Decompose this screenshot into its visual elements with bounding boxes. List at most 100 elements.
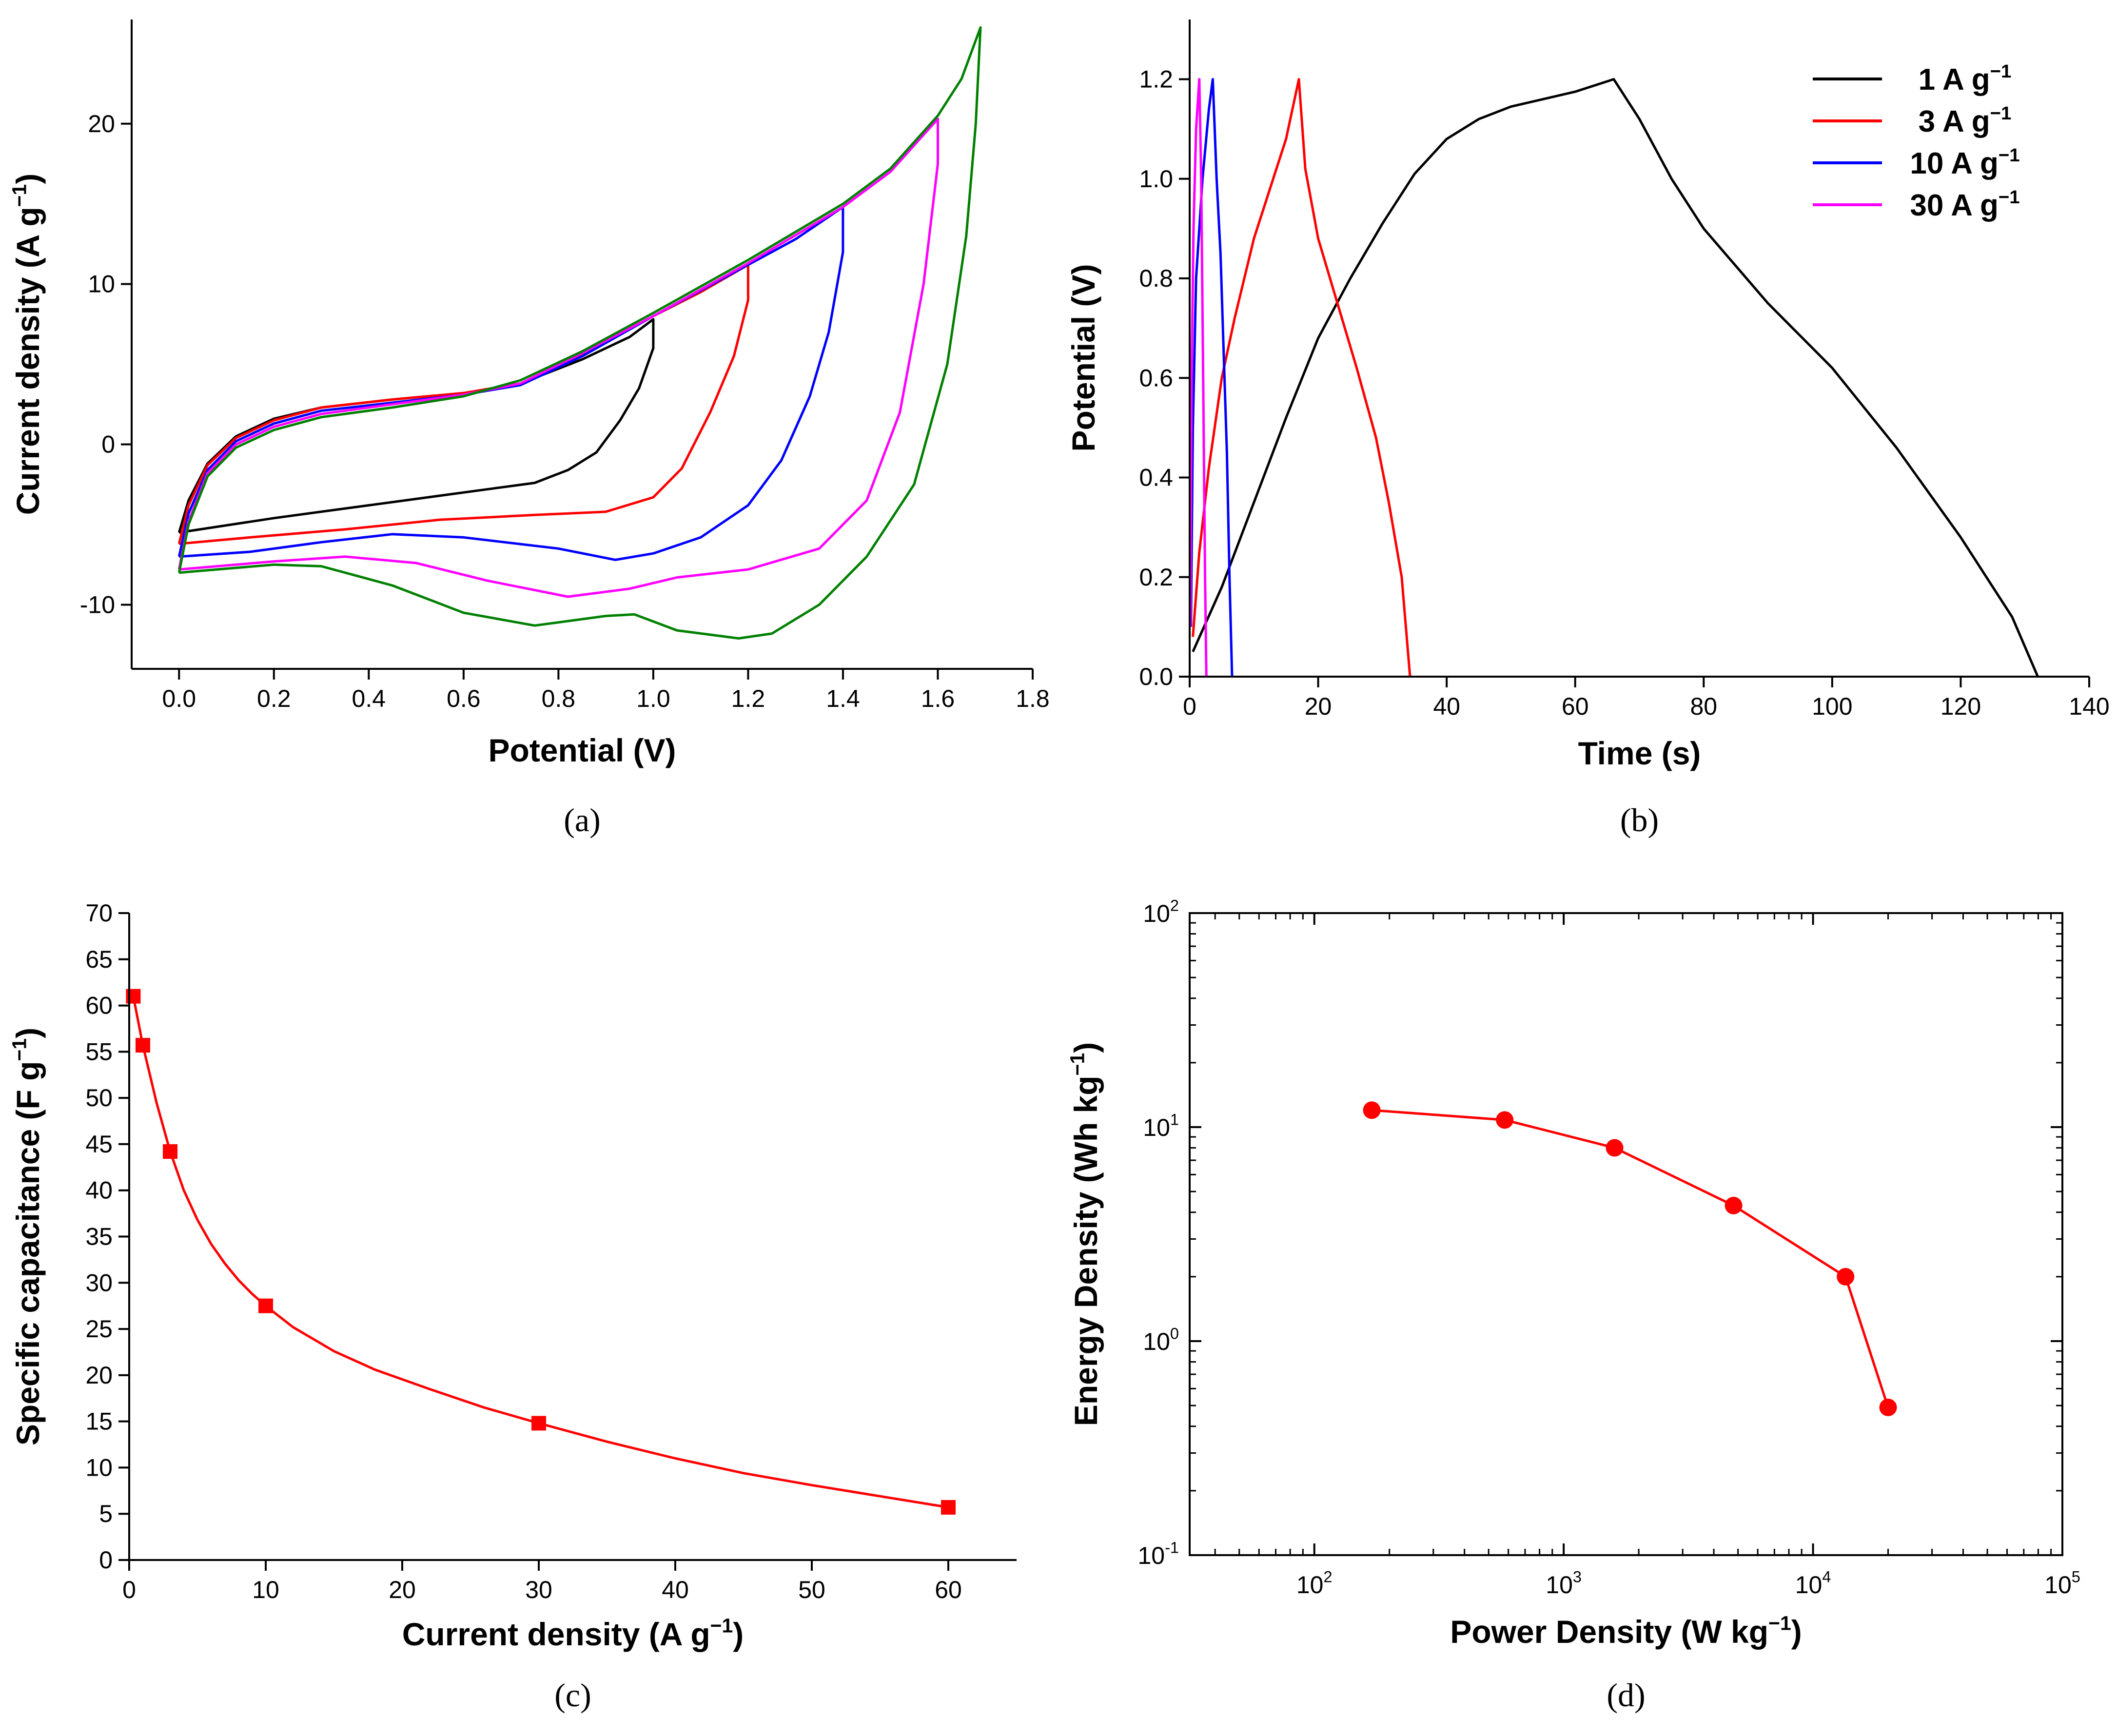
a-xtick-label: 0.2	[257, 685, 291, 712]
d-y-axis-title: Energy Density (Wh kg−1)	[1066, 1042, 1104, 1426]
cv-curve-black	[177, 318, 655, 534]
d-ytick-label: 10-1	[1137, 1539, 1179, 1570]
a-xtick-label: 0.0	[162, 685, 196, 712]
c-ytick-label: 30	[85, 1269, 113, 1296]
c-y-axis-title: Specific capacitance (F g−1)	[8, 1028, 46, 1445]
c-data-point	[531, 1416, 546, 1431]
b-caption: (b)	[1620, 801, 1659, 839]
c-xtick-label: 20	[389, 1576, 416, 1603]
b-ytick-label: 1.2	[1139, 66, 1173, 93]
c-ytick-label: 20	[85, 1362, 113, 1389]
d-data-point	[1496, 1111, 1514, 1129]
b-ytick-label: 0.6	[1139, 364, 1173, 391]
c-ytick-label: 70	[85, 899, 113, 927]
gcd-curve-magenta	[1189, 78, 1208, 677]
c-ytick-label: 5	[99, 1500, 113, 1527]
d-xtick-label: 103	[1546, 1568, 1582, 1599]
d-data-point	[1837, 1268, 1855, 1286]
c-xtick-label: 60	[935, 1576, 962, 1603]
b-ytick-label: 0.0	[1139, 663, 1173, 690]
c-xtick-label: 10	[252, 1576, 279, 1603]
c-x-axis-title: Current density (A g−1)	[402, 1615, 744, 1652]
c-ytick-label: 45	[85, 1131, 113, 1158]
panel-a: 0.0 0.2 0.4 0.6 0.8 1.0 1.2 1.4 1.6 1.8 -10 0 10 20 Po…	[8, 20, 1050, 839]
d-data-point	[1363, 1101, 1381, 1119]
legend-label: 30 A g−1	[1910, 187, 2019, 222]
gcd-curve-blue	[1190, 78, 1234, 677]
b-xtick-label: 80	[1690, 693, 1717, 720]
d-data-point	[1879, 1399, 1897, 1417]
legend-label: 1 A g−1	[1919, 61, 2012, 97]
d-ytick-label: 102	[1143, 897, 1179, 928]
c-ytick-label: 10	[85, 1454, 113, 1481]
a-ytick-label: 20	[88, 110, 115, 137]
panel-b: 0 20 40 60 80 100 120 140 0.0 0.2 0.4 0.6 0.8 1.0 1.2 T…	[1065, 20, 2110, 839]
a-xtick-label: 1.6	[921, 685, 955, 712]
d-frame	[1189, 912, 2063, 1556]
b-xtick-label: 20	[1305, 693, 1332, 720]
a-xtick-label: 1.2	[731, 685, 765, 712]
d-ytick-label: 101	[1143, 1111, 1179, 1142]
c-ytick-label: 0	[99, 1546, 113, 1574]
d-data-point	[1606, 1139, 1624, 1157]
a-ytick-label: 10	[88, 271, 115, 298]
b-xtick-label: 60	[1562, 693, 1589, 720]
d-data-point	[1725, 1196, 1743, 1214]
cv-curve-green	[177, 26, 982, 640]
b-ytick-label: 0.4	[1139, 464, 1173, 491]
c-ytick-label: 15	[85, 1408, 113, 1435]
c-data-point	[163, 1144, 177, 1159]
gcd-curve-black	[1192, 78, 2039, 677]
cv-curve-magenta	[177, 117, 939, 598]
c-xtick-label: 30	[525, 1576, 552, 1603]
d-ytick-label: 100	[1143, 1325, 1179, 1356]
c-data-point	[126, 989, 141, 1004]
d-xtick-label: 104	[1795, 1568, 1831, 1599]
a-ytick-label: 0	[101, 431, 115, 458]
legend-label: 3 A g−1	[1919, 103, 2012, 138]
c-ytick-label: 65	[85, 946, 113, 973]
d-xtick-label: 102	[1296, 1568, 1333, 1599]
c-fit-curve	[132, 996, 949, 1509]
c-ytick-label: 40	[85, 1177, 113, 1204]
b-x-axis-title: Time (s)	[1578, 735, 1701, 771]
gcd-curve-red	[1192, 78, 1411, 677]
a-xtick-label: 0.4	[352, 685, 386, 712]
d-connector-line	[1372, 1109, 1889, 1408]
d-x-axis-title: Power Density (W kg−1)	[1450, 1612, 1802, 1650]
d-caption: (d)	[1607, 1677, 1645, 1714]
b-ytick-label: 1.0	[1139, 165, 1173, 193]
a-xtick-label: 0.8	[542, 685, 576, 712]
b-xtick-label: 0	[1183, 693, 1196, 720]
c-ytick-label: 60	[85, 992, 113, 1019]
c-caption: (c)	[554, 1677, 591, 1714]
a-xtick-label: 0.6	[447, 685, 481, 712]
panel-c: 0 10 20 30 40 50 60 0 5 10 15 20 25 30 35 40 45 50 55 60 65 7…	[8, 899, 1017, 1714]
c-ytick-label: 35	[85, 1223, 113, 1250]
legend-label: 10 A g−1	[1910, 145, 2019, 180]
c-data-point	[941, 1500, 956, 1515]
panel-d: 102 103 104 105 10-1 100 101 102 Power Density (…	[1066, 897, 2080, 1714]
a-xtick-label: 1.8	[1016, 685, 1050, 712]
c-xtick-label: 50	[798, 1576, 825, 1603]
cv-curve-blue	[177, 206, 844, 561]
c-ytick-label: 50	[85, 1084, 113, 1112]
a-xtick-label: 1.4	[826, 685, 860, 712]
c-ytick-label: 25	[85, 1315, 113, 1343]
a-xtick-label: 1.0	[636, 685, 670, 712]
c-ytick-label: 55	[85, 1038, 113, 1065]
b-xtick-label: 100	[1812, 693, 1852, 720]
b-xtick-label: 140	[2069, 693, 2109, 720]
c-data-point	[136, 1038, 150, 1053]
c-data-point	[258, 1298, 273, 1313]
b-y-axis-title: Potential (V)	[1065, 264, 1101, 451]
a-caption: (a)	[564, 801, 600, 839]
a-ytick-label: -10	[80, 591, 115, 618]
c-xtick-label: 40	[662, 1576, 689, 1603]
b-ytick-label: 0.8	[1139, 265, 1173, 292]
a-y-axis-title: Current density (A g−1)	[8, 174, 46, 515]
d-xtick-label: 105	[2044, 1568, 2080, 1599]
b-ytick-label: 0.2	[1139, 564, 1173, 591]
b-xtick-label: 120	[1941, 693, 1981, 720]
